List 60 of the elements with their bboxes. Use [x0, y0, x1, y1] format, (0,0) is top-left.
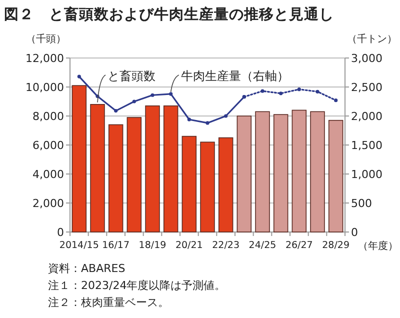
- bar: [218, 137, 234, 232]
- y-tick-label: 10,000: [26, 81, 64, 94]
- x-tick-label: 26/27: [285, 240, 313, 251]
- bar: [72, 85, 87, 232]
- point: [132, 100, 136, 104]
- point: [150, 93, 154, 97]
- y-tick-label: 8,000: [32, 110, 64, 123]
- y-axis-title: （千頭）: [26, 33, 66, 45]
- bar: [182, 136, 197, 232]
- point: [316, 90, 320, 94]
- x-tick-label: 20/21: [175, 240, 203, 251]
- bar: [126, 117, 142, 232]
- bar: [310, 111, 325, 232]
- point: [187, 118, 191, 122]
- bar: [273, 114, 288, 232]
- x-tick-label: 18/19: [138, 240, 166, 251]
- y2-tick-label: 1,000: [351, 168, 382, 181]
- x-axis-title: （年度）: [358, 240, 398, 252]
- bar: [200, 142, 215, 232]
- point: [279, 92, 283, 96]
- point: [77, 74, 81, 78]
- bar: [292, 110, 307, 232]
- y2-tick-label: 3,000: [351, 52, 382, 65]
- x-tick-label: 22/23: [212, 240, 240, 251]
- bar: [145, 105, 160, 232]
- point: [224, 114, 228, 118]
- point: [206, 121, 210, 125]
- y2-axis-title: （千トン）: [347, 33, 397, 45]
- point: [169, 92, 173, 96]
- y2-tick-label: 0: [351, 226, 358, 239]
- x-tick-label: 28/29: [322, 240, 350, 251]
- bar: [163, 105, 178, 232]
- x-tick-label: 16/17: [102, 240, 130, 251]
- bar: [255, 111, 270, 232]
- y-tick-label: 0: [57, 226, 64, 239]
- y-tick-label: 2,000: [32, 197, 64, 210]
- y-tick-label: 4,000: [32, 168, 64, 181]
- point: [297, 88, 301, 92]
- x-tick-label: 24/25: [248, 240, 276, 251]
- point: [334, 98, 338, 102]
- y2-tick-label: 1,500: [351, 139, 382, 152]
- text: 注１：2023/24年度以降は予測値。: [48, 279, 226, 292]
- y2-tick-label: 2,500: [351, 81, 382, 94]
- series-label: 牛肉生産量（右軸）: [180, 69, 289, 83]
- point: [242, 95, 246, 99]
- y2-tick-label: 2,000: [351, 110, 382, 123]
- point: [260, 89, 264, 93]
- point: [114, 108, 118, 113]
- y-tick-label: 12,000: [26, 52, 64, 65]
- bar: [328, 120, 344, 232]
- bar: [108, 124, 124, 232]
- bar: [236, 116, 252, 232]
- series-label: と畜頭数: [108, 69, 156, 83]
- bar: [90, 104, 105, 232]
- text: 注２：枝肉重量ベース。: [48, 296, 169, 309]
- y2-tick-label: 500: [351, 197, 372, 210]
- chart-title: 図２ と畜頭数および牛肉生産量の推移と見通し: [4, 5, 334, 23]
- text: 資料：ABARES: [48, 262, 126, 275]
- y-tick-label: 6,000: [32, 139, 64, 152]
- x-tick-label: 2014/15: [59, 240, 99, 251]
